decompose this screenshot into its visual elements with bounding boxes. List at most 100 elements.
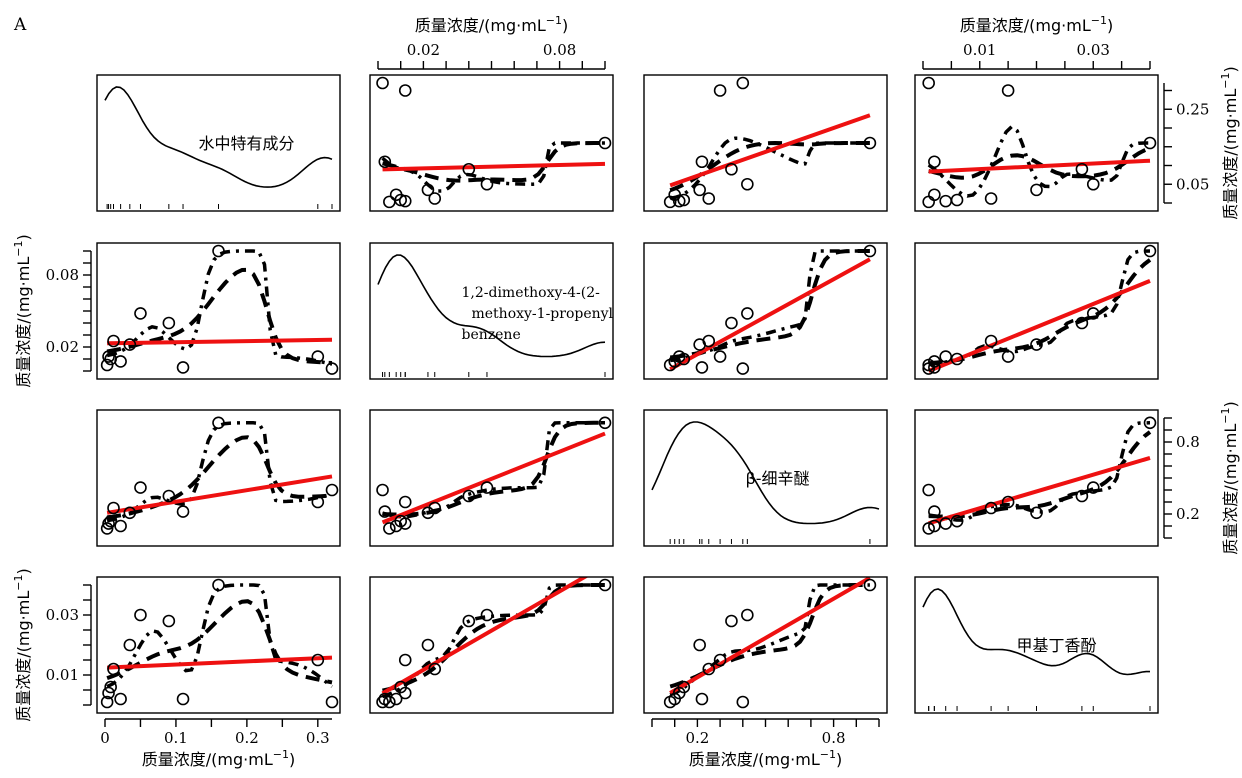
panel-r3-c0 — [96, 576, 341, 714]
data-point — [939, 517, 953, 530]
panel-r0-c0: 水中特有成分 — [96, 74, 341, 212]
x-tick-label: 0.1 — [164, 729, 188, 747]
data-point — [480, 177, 494, 191]
y-tick-label: 0.05 — [1176, 175, 1209, 193]
variable-label: β-细辛醚 — [746, 469, 810, 488]
data-point — [1086, 481, 1100, 494]
axis-title: 质量浓度/(mg·mL−1) — [1219, 66, 1240, 219]
data-point — [398, 653, 412, 667]
data-point — [741, 307, 754, 320]
x-tick-label: 0.2 — [685, 729, 709, 747]
panel-r3-c2 — [643, 576, 888, 714]
regression-line — [928, 158, 1151, 174]
data-point — [123, 506, 137, 520]
data-point — [695, 155, 709, 169]
data-point — [394, 680, 408, 694]
smoother-dashdot — [381, 583, 605, 699]
data-point — [677, 352, 691, 366]
variable-label: 甲基丁香酚 — [1017, 636, 1097, 655]
data-point — [922, 522, 935, 535]
data-point — [598, 578, 612, 592]
data-point — [162, 316, 176, 330]
data-point — [863, 136, 877, 150]
panel-r0-c1 — [369, 74, 614, 212]
data-point — [928, 505, 941, 518]
panel-r3-c1 — [369, 576, 614, 714]
axis-title: 质量浓度/(mg·mL−1) — [960, 14, 1113, 35]
y-tick-label: 0.8 — [1176, 433, 1200, 451]
data-point — [950, 193, 964, 207]
panel-frame — [369, 409, 614, 547]
axis-title: 质量浓度/(mg·mL−1) — [142, 748, 295, 769]
y-tick-label: 0.03 — [46, 606, 79, 624]
smoother-dashed — [106, 267, 333, 365]
panel-frame — [914, 576, 1159, 714]
panel-r1-c3 — [914, 242, 1159, 380]
axis-title: 质量浓度/(mg·mL−1) — [12, 568, 33, 721]
data-point — [1001, 495, 1015, 509]
data-point — [725, 614, 738, 628]
variable-label: 1,2-dimethoxy-4-(2- — [462, 285, 601, 301]
y-tick-label: 0.25 — [1176, 100, 1209, 118]
data-point — [398, 84, 412, 97]
data-point — [325, 695, 339, 709]
data-point — [325, 362, 339, 375]
data-point — [114, 692, 127, 706]
panel-r1-c1: 1,2-dimethoxy-4-(2- methoxy-1-propenyl) be… — [369, 242, 619, 380]
data-point — [598, 136, 612, 150]
panel-frame — [96, 576, 341, 714]
data-point — [176, 505, 190, 518]
data-point — [212, 416, 225, 430]
data-point — [480, 481, 494, 494]
x-tick-label: 0.01 — [963, 41, 996, 59]
data-point — [311, 350, 325, 363]
smoother-dashed — [382, 141, 605, 183]
data-point — [102, 350, 115, 363]
data-point — [1001, 350, 1015, 363]
data-point — [100, 522, 114, 535]
data-point — [928, 361, 941, 374]
data-point — [100, 358, 114, 372]
smoother-dashdot — [669, 136, 870, 201]
data-point — [693, 638, 706, 652]
data-point — [741, 177, 754, 191]
data-point — [702, 662, 716, 676]
data-point — [104, 680, 117, 694]
data-point — [104, 514, 117, 528]
panel-r2-c1 — [369, 409, 614, 547]
panel-frame — [96, 409, 341, 547]
data-point — [922, 195, 935, 209]
data-point — [100, 695, 114, 709]
regression-line — [107, 655, 333, 670]
regression-line — [669, 577, 871, 695]
data-point — [421, 638, 435, 652]
data-point — [1143, 244, 1157, 258]
data-point — [922, 483, 935, 497]
data-point — [736, 76, 750, 90]
panel-frame — [369, 242, 614, 380]
smoother-dashdot — [669, 249, 870, 363]
data-point — [677, 680, 691, 694]
data-point — [114, 519, 127, 533]
y-tick-label: 0.02 — [46, 338, 79, 356]
data-point — [107, 334, 120, 348]
data-point — [394, 514, 408, 528]
data-point — [134, 481, 147, 494]
smoother-dashdot — [106, 421, 333, 523]
data-point — [398, 194, 412, 208]
axis-title: 质量浓度/(mg·mL−1) — [689, 748, 842, 769]
data-point — [162, 489, 176, 503]
data-point — [1030, 338, 1043, 351]
data-point — [736, 695, 750, 709]
x-tick-label: 0.03 — [1077, 41, 1110, 59]
data-point — [107, 662, 120, 676]
data-point — [939, 194, 953, 208]
panel-r0-c3 — [914, 74, 1159, 212]
data-point — [1086, 307, 1100, 320]
data-point — [421, 183, 435, 197]
variable-label: methoxy-1-propenyl) — [472, 306, 619, 322]
data-point — [668, 692, 682, 706]
data-point — [162, 614, 176, 628]
data-point — [713, 350, 727, 363]
panel-frame — [96, 242, 341, 380]
